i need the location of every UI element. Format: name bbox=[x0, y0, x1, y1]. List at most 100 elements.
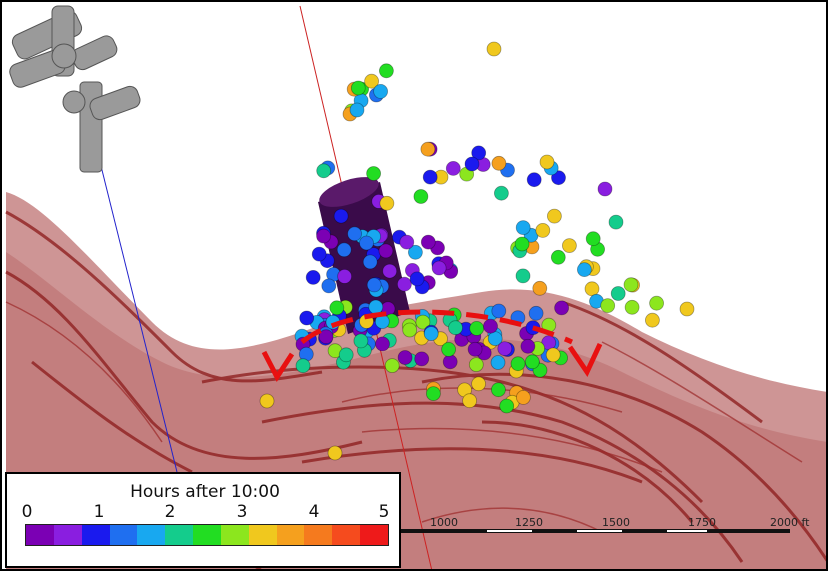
event-sphere bbox=[448, 320, 463, 336]
event-sphere bbox=[520, 338, 536, 354]
event-sphere bbox=[679, 301, 695, 317]
event-sphere bbox=[373, 84, 389, 99]
event-sphere bbox=[397, 350, 413, 365]
event-sphere bbox=[577, 262, 592, 278]
event-sphere bbox=[487, 331, 503, 347]
event-sphere bbox=[318, 329, 334, 345]
colorbar-swatch-9 bbox=[276, 525, 305, 545]
event-sphere bbox=[499, 398, 515, 414]
event-sphere bbox=[384, 358, 400, 374]
event-sphere bbox=[311, 246, 327, 262]
event-sphere bbox=[597, 181, 613, 197]
event-sphere bbox=[623, 277, 639, 293]
event-sphere bbox=[305, 269, 321, 285]
event-sphere bbox=[491, 155, 507, 171]
scale-label-1000: 1000 bbox=[430, 516, 458, 529]
event-sphere bbox=[539, 154, 555, 170]
event-sphere bbox=[608, 214, 624, 230]
scale-label-1750: 1750 bbox=[688, 516, 716, 529]
event-sphere bbox=[378, 63, 394, 79]
event-sphere bbox=[624, 299, 640, 315]
event-sphere bbox=[490, 382, 506, 398]
colorbar bbox=[25, 524, 389, 546]
event-sphere bbox=[497, 341, 513, 357]
arrow-right-icon bbox=[567, 342, 603, 378]
event-sphere bbox=[600, 298, 616, 314]
event-sphere bbox=[402, 322, 418, 338]
legend-tick-2: 2 bbox=[164, 502, 176, 522]
colorbar-swatch-5 bbox=[165, 525, 194, 545]
event-sphere bbox=[329, 300, 345, 316]
event-sphere bbox=[551, 170, 566, 186]
scale-label-2000: 2000 ft bbox=[770, 516, 810, 529]
event-sphere bbox=[321, 278, 337, 294]
blue-guide-line bbox=[99, 161, 178, 473]
event-sphere bbox=[547, 208, 562, 224]
fracture-direction-arc bbox=[300, 309, 574, 345]
event-sphere bbox=[382, 263, 398, 279]
event-sphere bbox=[550, 249, 566, 265]
event-sphere bbox=[378, 243, 394, 259]
colorbar-swatch-10 bbox=[304, 525, 333, 545]
colorbar-swatch-7 bbox=[220, 525, 249, 545]
event-sphere bbox=[414, 351, 430, 367]
event-sphere bbox=[471, 376, 487, 392]
event-sphere bbox=[515, 268, 531, 284]
event-sphere bbox=[336, 242, 352, 258]
scale-label-1500: 1500 bbox=[602, 516, 630, 529]
scale-bar: 1000 1250 1500 1750 2000 ft bbox=[400, 516, 810, 533]
event-sphere bbox=[366, 277, 382, 293]
event-sphere bbox=[399, 234, 415, 250]
event-sphere bbox=[375, 336, 390, 352]
event-sphere bbox=[515, 220, 531, 236]
event-sphere bbox=[396, 276, 412, 292]
event-sphere bbox=[483, 318, 498, 334]
event-sphere bbox=[490, 355, 506, 370]
event-sphere bbox=[584, 281, 600, 297]
event-sphere bbox=[338, 347, 354, 363]
scale-label-1250: 1250 bbox=[515, 516, 543, 529]
event-sphere bbox=[368, 299, 384, 315]
event-sphere bbox=[362, 254, 378, 270]
event-sphere bbox=[645, 312, 660, 328]
event-sphere bbox=[423, 326, 439, 342]
arrow-left-icon bbox=[261, 350, 295, 382]
event-sphere bbox=[441, 341, 457, 357]
event-sphere bbox=[464, 156, 480, 172]
event-sphere bbox=[610, 286, 626, 301]
event-sphere bbox=[422, 169, 438, 185]
event-sphere bbox=[413, 189, 429, 204]
event-sphere bbox=[442, 354, 458, 370]
event-sphere bbox=[468, 357, 484, 373]
event-sphere bbox=[259, 393, 275, 409]
event-sphere bbox=[469, 320, 485, 336]
colorbar-swatch-11 bbox=[332, 525, 361, 545]
event-sphere bbox=[420, 141, 436, 157]
event-sphere bbox=[493, 185, 509, 201]
color-legend: Hours after 10:00 0 1 2 3 4 5 bbox=[5, 472, 401, 568]
event-sphere bbox=[516, 389, 531, 405]
event-sphere bbox=[295, 358, 311, 374]
event-sphere bbox=[407, 244, 423, 260]
monitoring-array-icon bbox=[9, 5, 141, 173]
event-sphere bbox=[364, 73, 380, 89]
colorbar-swatch-2 bbox=[81, 525, 110, 545]
event-sphere bbox=[299, 310, 315, 326]
event-sphere bbox=[425, 386, 441, 402]
event-sphere bbox=[462, 393, 478, 409]
event-sphere bbox=[445, 160, 461, 176]
event-sphere bbox=[524, 354, 540, 370]
event-sphere bbox=[471, 145, 487, 161]
event-sphere bbox=[491, 303, 507, 319]
event-sphere bbox=[409, 271, 425, 287]
event-sphere bbox=[562, 238, 577, 254]
legend-title: Hours after 10:00 bbox=[130, 482, 280, 502]
event-sphere bbox=[528, 305, 544, 321]
event-sphere bbox=[349, 102, 365, 118]
event-sphere bbox=[379, 195, 395, 211]
microseismic-events bbox=[259, 41, 695, 461]
event-sphere bbox=[526, 172, 542, 188]
event-sphere bbox=[333, 208, 349, 224]
event-sphere bbox=[514, 236, 530, 252]
